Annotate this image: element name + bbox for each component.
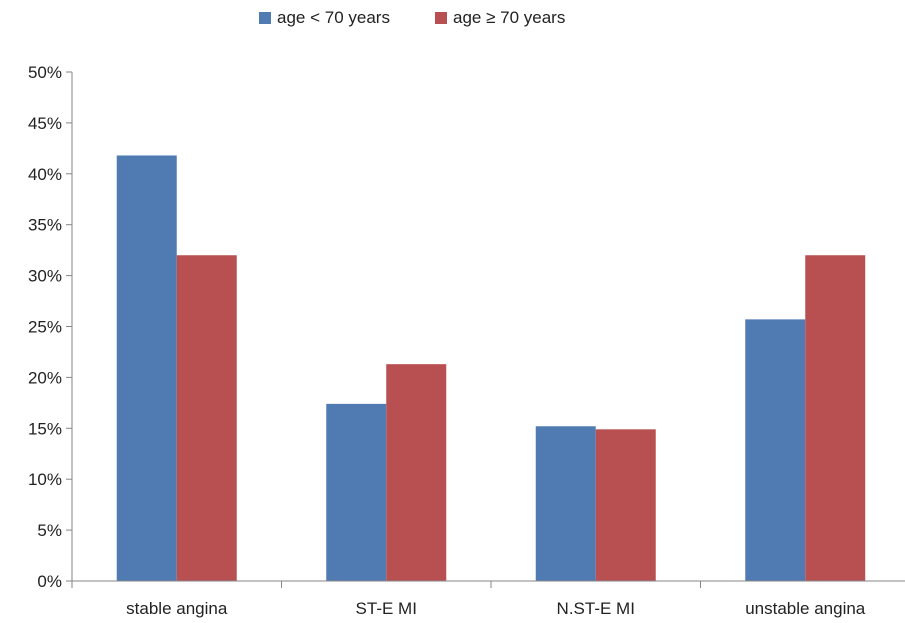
legend: age < 70 years age ≥ 70 years xyxy=(259,8,565,27)
bar-under-70 xyxy=(326,403,387,581)
y-axis-ticks: 0% 5% 10% 15% 20% 25% 30% 35% 40% 45% 50% xyxy=(28,63,72,591)
y-tick-label: 0% xyxy=(37,572,62,591)
y-tick-label: 35% xyxy=(28,216,62,235)
y-tick-label: 20% xyxy=(28,368,62,387)
y-tick-label: 45% xyxy=(28,114,62,133)
y-tick-label: 30% xyxy=(28,267,62,286)
x-tick-label: N.ST-E MI xyxy=(557,599,635,618)
x-axis-labels: stable angina ST-E MI N.ST-E MI unstable an… xyxy=(71,581,866,618)
bar-under-70 xyxy=(535,426,596,581)
bar-70-and-over xyxy=(805,255,866,582)
bar-70-and-over xyxy=(386,364,447,581)
x-tick-label: ST-E MI xyxy=(356,599,417,618)
y-tick-label: 50% xyxy=(28,63,62,82)
x-tick-label: stable angina xyxy=(126,599,228,618)
y-tick-label: 15% xyxy=(28,419,62,438)
y-tick-label: 25% xyxy=(28,318,62,337)
legend-swatch-under-70 xyxy=(259,12,271,24)
legend-label-70-and-over: age ≥ 70 years xyxy=(453,8,565,27)
bars xyxy=(116,155,866,582)
bar-70-and-over xyxy=(176,255,237,582)
y-tick-label: 5% xyxy=(37,521,62,540)
x-tick-label: unstable angina xyxy=(745,599,866,618)
bar-under-70 xyxy=(116,155,177,581)
bar-under-70 xyxy=(745,319,806,581)
y-tick-label: 40% xyxy=(28,165,62,184)
bar-70-and-over xyxy=(595,429,656,581)
y-tick-label: 10% xyxy=(28,470,62,489)
legend-swatch-70-and-over xyxy=(435,12,447,24)
legend-label-under-70: age < 70 years xyxy=(277,8,390,27)
